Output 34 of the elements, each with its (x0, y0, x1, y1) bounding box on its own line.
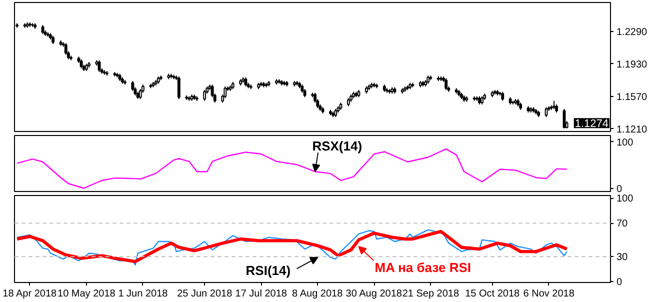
y-tick-label: 1.1210 (616, 124, 648, 136)
x-tick-label: 8 Aug 2018 (292, 288, 344, 300)
x-tick-label: 21 Sep 2018 (402, 288, 460, 300)
x-tick-label: 18 Apr 2018 (2, 288, 58, 300)
x-tick-label: 10 May 2018 (58, 288, 116, 300)
y-tick-label: 0 (616, 277, 622, 288)
candlestick (224, 86, 227, 99)
x-tick-label: 25 Jun 2018 (177, 288, 233, 300)
x-tick-label: 30 Aug 2018 (346, 288, 402, 300)
x-tick-label: 6 Nov 2018 (523, 288, 575, 300)
y-tick-label: 100 (616, 137, 634, 148)
y-tick-label: 30 (616, 252, 628, 264)
candlestick (131, 80, 134, 92)
candlestick (203, 90, 206, 102)
y-tick-label: 1.1930 (616, 59, 648, 70)
candlestick (244, 76, 248, 87)
annotation: 1.1274 (574, 118, 609, 130)
candlestick (64, 42, 68, 56)
candlestick (501, 91, 504, 102)
x-tick-label: 1 Jun 2018 (118, 288, 168, 300)
annotation: RSI(14) (246, 262, 291, 278)
annotation: RSX(14) (312, 138, 362, 154)
candlestick (177, 76, 180, 100)
x-tick-label: 17 Jul 2018 (235, 288, 288, 300)
annotation: MA на базе RSI (374, 260, 472, 275)
y-tick-label: 1.1570 (616, 92, 648, 103)
y-tick-label: 100 (616, 194, 634, 205)
x-tick-label: 15 Oct 2018 (465, 288, 520, 300)
candlestick (80, 58, 83, 69)
candlestick (138, 88, 142, 100)
y-tick-label: 0 (616, 184, 622, 195)
y-tick-label: 1.2290 (616, 26, 648, 38)
candlestick (444, 78, 448, 91)
y-tick-label: 70 (616, 218, 628, 230)
